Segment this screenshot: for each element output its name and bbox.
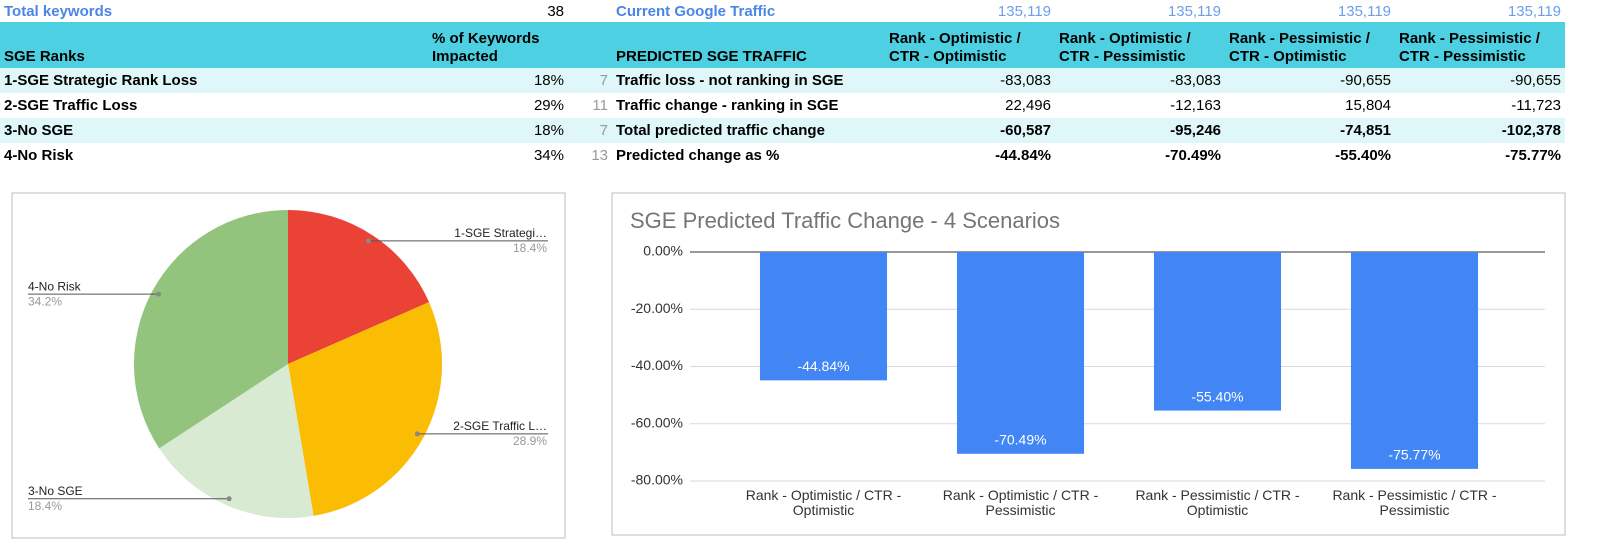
table-cell: -74,851 [1225,118,1395,143]
slice-value-label: 34.2% [28,294,62,308]
table-cell: 135,119 [997,2,1051,20]
table-cell: -102,378 [1395,118,1565,143]
table-cell: 29% [533,97,564,114]
table-cell: -83,083 [885,68,1055,93]
bar-value-label: -55.40% [1191,388,1243,404]
leader-dot [156,291,162,297]
slice-label: 3-No SGE [28,484,83,498]
y-tick-label: 0.00% [643,243,683,259]
table-cell: -90,655 [1225,68,1395,93]
pie-slice [288,302,443,516]
table-cell: 3-No SGE [0,118,428,143]
table-cell: -70.49% [1165,147,1221,164]
table-cell: Rank - Optimistic / CTR - Pessimistic [1055,22,1225,68]
bar [759,252,888,381]
x-label-box: Rank - Pessimistic / CTR - Pessimistic [1332,488,1497,518]
table-cell: Rank - Pessimistic / CTR - Optimistic [1225,22,1395,68]
pie-slice [134,210,288,449]
table-cell: 38 [547,2,564,20]
table-cell: -60,587 [885,118,1055,143]
bar [956,252,1085,454]
table-cell: -12,163 [1170,97,1221,114]
table-cell: 13 [591,147,608,164]
leader-dot [414,431,420,437]
slice-value-label: 18.4% [513,241,547,255]
bar-value-label: -70.49% [994,431,1046,447]
table-cell: Traffic change - ranking in SGE [616,97,839,114]
table-cell: -83,083 [1055,68,1225,93]
table-cell: 11 [592,97,608,114]
table-cell: 4-No Risk [4,147,74,164]
slice-label: 2-SGE Traffic L… [453,419,547,433]
x-tick-label: Rank - Pessimistic / CTR - Optimistic [1135,488,1300,518]
slice-label: 1-SGE Strategi… [454,226,547,240]
table-cell: 7 [568,68,612,93]
x-label-box: Rank - Optimistic / CTR - Optimistic [745,488,902,518]
x-tick-label: Rank - Pessimistic / CTR - Pessimistic [1332,488,1497,518]
table-cell: Predicted change as % [616,147,780,164]
table-cell: 18% [428,118,568,143]
table-cell: Total keywords [4,2,113,20]
y-tick-label: -20.00% [631,300,683,316]
table-cell: SGE Ranks [0,22,428,68]
chart-title: SGE Predicted Traffic Change - 4 Scenari… [630,208,1060,233]
bar-value-label: -44.84% [797,358,849,374]
table-cell: -95,246 [1055,118,1225,143]
x-tick-label: Rank - Optimistic / CTR - Pessimistic [942,488,1099,518]
x-label-box: Rank - Optimistic / CTR - Pessimistic [942,488,1099,518]
x-tick-label: Rank - Optimistic / CTR - Optimistic [745,488,902,518]
table-row: SGE Ranks% of Keywords Impacted PREDICTED… [0,22,1565,68]
empty-cell [568,22,612,68]
leader-dot [226,496,232,502]
table-cell: 135,119 [1167,2,1221,20]
table-cell: % of Keywords Impacted [428,22,568,68]
pie-slice [159,364,314,519]
table-cell: -44.84% [995,147,1051,164]
table-cell: Current Google Traffic [616,2,776,20]
table-cell: 7 [568,118,612,143]
y-tick-label: -60.00% [631,414,683,430]
table-cell: Rank - Pessimistic / CTR - Pessimistic [1395,22,1565,68]
y-tick-label: -80.00% [631,472,683,488]
slice-value-label: 28.9% [513,434,547,448]
table-cell: Traffic loss - not ranking in SGE [612,68,885,93]
table-cell: 18% [428,68,568,93]
table-cell: 15,804 [1345,97,1391,114]
table-row: Total keywords 38 Current Google Traffic 13… [0,0,1565,22]
table-cell: -55.40% [1335,147,1391,164]
bar [1350,252,1479,469]
table-cell: 34% [533,147,564,164]
slice-value-label: 18.4% [28,499,62,513]
table-cell: -11,723 [1511,97,1561,114]
table-cell: Total predicted traffic change [612,118,885,143]
table-cell: 1-SGE Strategic Rank Loss [0,68,428,93]
bar-value-label: -75.77% [1388,447,1440,463]
table-cell: Rank - Optimistic / CTR - Optimistic [885,22,1055,68]
slice-label: 4-No Risk [28,279,82,293]
table-cell: -75.77% [1505,147,1561,164]
x-label-box: Rank - Pessimistic / CTR - Optimistic [1135,488,1300,518]
table-cell: PREDICTED SGE TRAFFIC [612,22,885,68]
table-cell: 22,496 [1005,97,1051,114]
bar [1153,252,1282,411]
sheet-table: Total keywords 38 Current Google Traffic 13… [0,0,1565,168]
table-row: 1-SGE Strategic Rank Loss 18% 7 Traffic los… [0,68,1565,93]
leader-dot [365,238,371,244]
table-cell: 135,119 [1507,2,1561,20]
table-row: 2-SGE Traffic Loss 29% 11 Traffic change - … [0,93,1565,118]
table-cell: 2-SGE Traffic Loss [4,97,138,114]
pie-slice [288,210,430,364]
table-cell: 135,119 [1337,2,1391,20]
y-tick-label: -40.00% [631,357,683,373]
table-cell: -90,655 [1395,68,1565,93]
table-row: 4-No Risk 34% 13 Predicted change as % -44.8… [0,143,1565,168]
table-row: 3-No SGE 18% 7 Total predicted traffic chan… [0,118,1565,143]
